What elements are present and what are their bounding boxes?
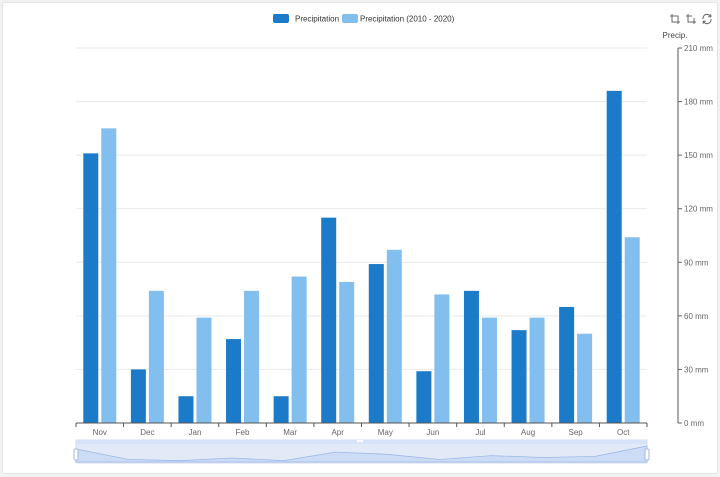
y-tick-label: 180 mm: [684, 98, 713, 107]
legend-label: Precipitation (2010 - 2020): [360, 15, 455, 24]
bar-precipitation-jul[interactable]: [463, 290, 479, 423]
data-zoom-left-handle[interactable]: [73, 448, 79, 461]
legend[interactable]: Precipitation Precipitation (2010 - 2020): [273, 14, 455, 24]
bar-precipitation-2010-2020-jul[interactable]: [481, 317, 497, 423]
bar-precipitation-apr[interactable]: [321, 217, 337, 423]
y-tick-label: 60 mm: [684, 312, 709, 321]
y-tick-label: 120 mm: [684, 205, 713, 214]
data-zoom-move-handle[interactable]: [357, 440, 363, 442]
y-tick-label: 210 mm: [684, 44, 713, 53]
precipitation-chart: 0 mm 30 mm 60 mm 90 mm 120 mm 150 mm 180 mm 210…: [73, 13, 713, 464]
bar-precipitation-2010-2020-oct[interactable]: [624, 237, 640, 423]
bar-precipitation-2010-2020-mar[interactable]: [291, 276, 307, 423]
y-tick-label: 30 mm: [684, 365, 709, 374]
toolbox: [669, 13, 713, 25]
data-zoom-data-shadow: [75, 445, 648, 463]
bar-precipitation-jan[interactable]: [178, 396, 194, 423]
y-tick-label: 150 mm: [684, 151, 713, 160]
x-tick-label: Jul: [475, 428, 485, 437]
bars-layer: [83, 90, 640, 423]
x-tick-label: Nov: [93, 428, 107, 437]
bar-precipitation-nov[interactable]: [83, 153, 99, 423]
bar-precipitation-dec[interactable]: [130, 369, 146, 423]
legend-swatch: [342, 14, 358, 23]
bar-precipitation-mar[interactable]: [273, 396, 289, 423]
zoom-reset-icon[interactable]: [685, 13, 697, 25]
bar-precipitation-may[interactable]: [368, 264, 384, 423]
x-tick-label: Sep: [569, 428, 584, 437]
x-tick-label: Dec: [140, 428, 154, 437]
legend-swatch: [273, 14, 289, 23]
bar-precipitation-oct[interactable]: [606, 90, 622, 423]
x-tick-label: Jan: [189, 428, 202, 437]
bar-precipitation-jun[interactable]: [416, 371, 432, 423]
bar-precipitation-feb[interactable]: [226, 339, 242, 423]
restore-icon[interactable]: [701, 13, 713, 25]
legend-item-precipitation[interactable]: Precipitation: [273, 14, 339, 24]
bar-precipitation-2010-2020-feb[interactable]: [244, 290, 260, 423]
bar-precipitation-aug[interactable]: [511, 330, 527, 423]
y-axis-name: Precip.: [663, 31, 688, 40]
x-tick-label: Mar: [283, 428, 297, 437]
x-tick-label: Feb: [236, 428, 250, 437]
grid-layer: [76, 47, 647, 370]
x-tick-label: Jun: [426, 428, 439, 437]
bar-precipitation-2010-2020-jun[interactable]: [434, 294, 450, 423]
y-tick-label: 90 mm: [684, 258, 709, 267]
bar-precipitation-2010-2020-sep[interactable]: [577, 333, 593, 423]
legend-item-precipitation-2010-2020[interactable]: Precipitation (2010 - 2020): [342, 14, 455, 24]
legend-label: Precipitation: [295, 15, 339, 24]
bar-precipitation-2010-2020-may[interactable]: [386, 249, 402, 423]
zoom-icon[interactable]: [669, 13, 681, 25]
bar-precipitation-2010-2020-apr[interactable]: [339, 281, 355, 423]
data-zoom-slider[interactable]: [73, 439, 650, 464]
data-zoom-right-handle[interactable]: [644, 448, 650, 461]
bar-precipitation-2010-2020-nov[interactable]: [101, 128, 117, 423]
bar-precipitation-2010-2020-jan[interactable]: [196, 317, 212, 423]
axis-layer: 0 mm 30 mm 60 mm 90 mm 120 mm 150 mm 180 mm 210…: [75, 44, 713, 437]
bar-precipitation-2010-2020-aug[interactable]: [529, 317, 545, 423]
y-tick-label: 0 mm: [684, 419, 704, 428]
x-tick-label: Oct: [617, 428, 630, 437]
x-tick-label: Apr: [331, 428, 344, 437]
x-tick-label: Aug: [521, 428, 535, 437]
x-tick-label: May: [378, 428, 393, 437]
bar-precipitation-2010-2020-dec[interactable]: [148, 290, 164, 423]
bar-precipitation-sep[interactable]: [559, 306, 575, 423]
